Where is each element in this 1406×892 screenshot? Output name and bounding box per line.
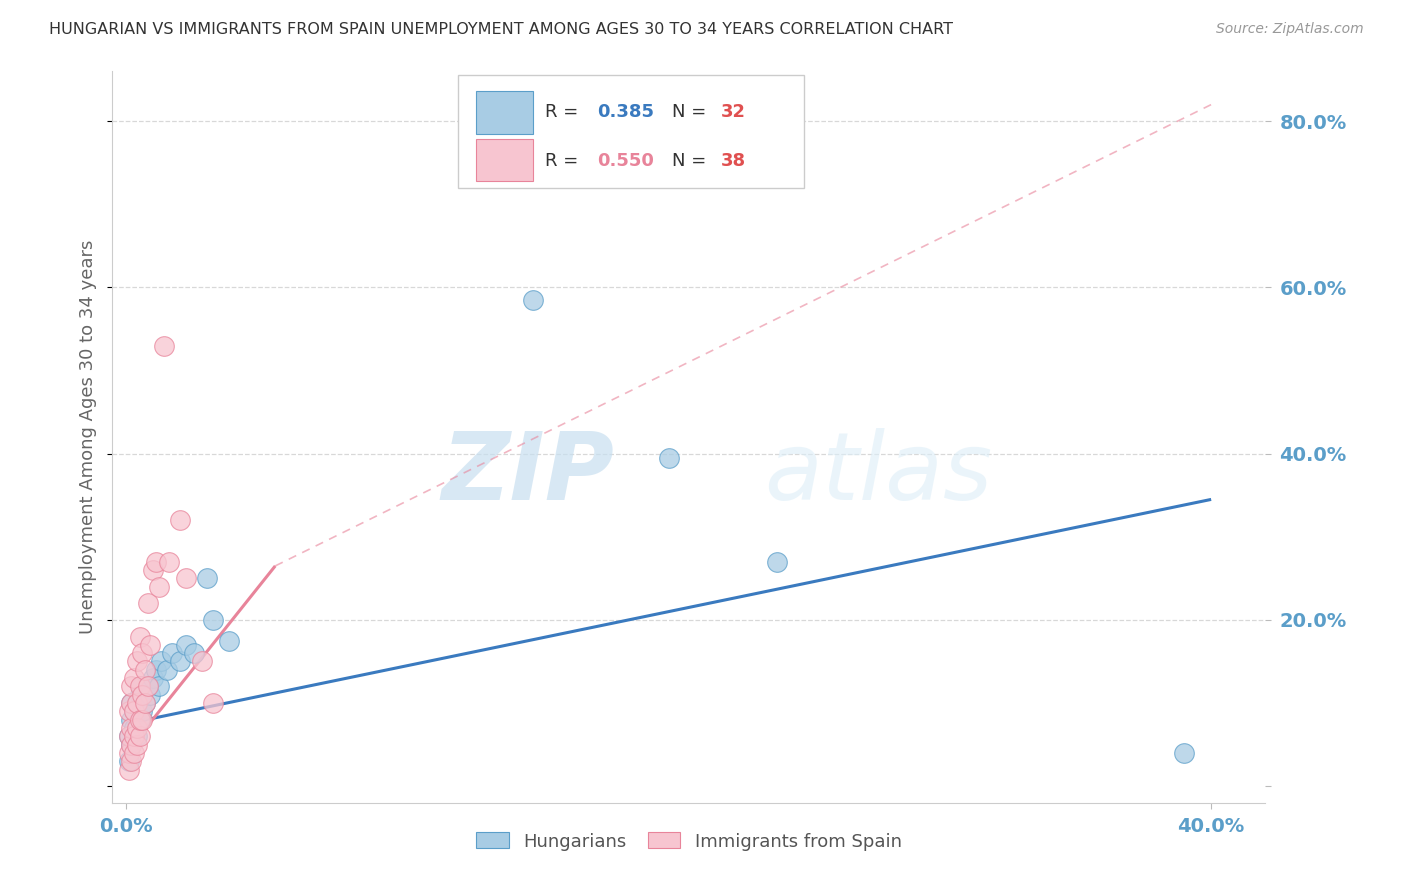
FancyBboxPatch shape (475, 91, 533, 134)
Text: atlas: atlas (763, 428, 993, 519)
Point (118, 729, 141, 743)
Point (145, 555, 167, 569)
Point (191, 655, 214, 669)
Point (156, 663, 179, 677)
Point (125, 655, 148, 669)
Text: ZIP: ZIP (441, 427, 614, 520)
Point (136, 596, 159, 610)
Point (142, 671, 165, 685)
Point (128, 680, 150, 694)
Point (128, 729, 150, 743)
Point (148, 580, 170, 594)
Point (522, 293, 544, 307)
Point (131, 646, 153, 660)
Point (159, 555, 181, 569)
Point (183, 646, 205, 660)
Point (121, 713, 143, 727)
Text: 38: 38 (721, 152, 747, 169)
Point (136, 680, 159, 694)
Legend: Hungarians, Immigrants from Spain: Hungarians, Immigrants from Spain (467, 823, 911, 860)
Point (201, 696, 224, 710)
Point (131, 680, 153, 694)
Point (121, 738, 143, 752)
Point (131, 705, 153, 719)
Text: R =: R = (546, 152, 583, 169)
Point (118, 763, 141, 777)
Text: Source: ZipAtlas.com: Source: ZipAtlas.com (1216, 22, 1364, 37)
Point (121, 696, 143, 710)
Point (122, 671, 145, 685)
Point (122, 746, 145, 760)
Point (174, 571, 197, 585)
Point (136, 680, 159, 694)
Point (150, 655, 173, 669)
Text: 0.385: 0.385 (596, 103, 654, 120)
Point (118, 705, 141, 719)
Point (134, 696, 156, 710)
Point (121, 754, 143, 768)
Point (125, 696, 148, 710)
Point (118, 754, 141, 768)
Point (118, 746, 141, 760)
Point (134, 696, 156, 710)
Text: 32: 32 (721, 103, 747, 120)
Point (766, 555, 789, 569)
Point (142, 563, 165, 577)
Text: N =: N = (672, 103, 711, 120)
Point (121, 696, 143, 710)
Point (122, 729, 145, 743)
Point (131, 713, 153, 727)
Point (128, 713, 150, 727)
Point (122, 705, 145, 719)
Point (1173, 746, 1195, 760)
Point (131, 688, 153, 702)
Text: HUNGARIAN VS IMMIGRANTS FROM SPAIN UNEMPLOYMENT AMONG AGES 30 TO 34 YEARS CORREL: HUNGARIAN VS IMMIGRANTS FROM SPAIN UNEMP… (49, 22, 953, 37)
Text: N =: N = (672, 152, 711, 169)
Point (148, 680, 170, 694)
FancyBboxPatch shape (458, 75, 804, 188)
Point (174, 638, 197, 652)
Text: 0.550: 0.550 (596, 152, 654, 169)
Point (122, 721, 145, 735)
Point (121, 738, 143, 752)
Point (125, 738, 148, 752)
Point (125, 696, 148, 710)
Y-axis label: Unemployment Among Ages 30 to 34 years: Unemployment Among Ages 30 to 34 years (79, 240, 97, 634)
Point (118, 729, 141, 743)
Point (153, 338, 176, 352)
Point (122, 705, 145, 719)
Point (125, 729, 148, 743)
Point (169, 655, 191, 669)
Point (139, 688, 162, 702)
Point (139, 638, 162, 652)
Point (197, 571, 219, 585)
Point (125, 721, 148, 735)
Point (121, 680, 143, 694)
Point (128, 688, 150, 702)
Point (160, 646, 183, 660)
Point (201, 613, 224, 627)
Point (134, 663, 156, 677)
Point (658, 450, 681, 465)
FancyBboxPatch shape (475, 138, 533, 181)
Point (218, 633, 240, 648)
Point (121, 721, 143, 735)
Text: R =: R = (546, 103, 583, 120)
Point (145, 663, 167, 677)
Point (128, 713, 150, 727)
Point (169, 513, 191, 527)
Point (128, 630, 150, 644)
